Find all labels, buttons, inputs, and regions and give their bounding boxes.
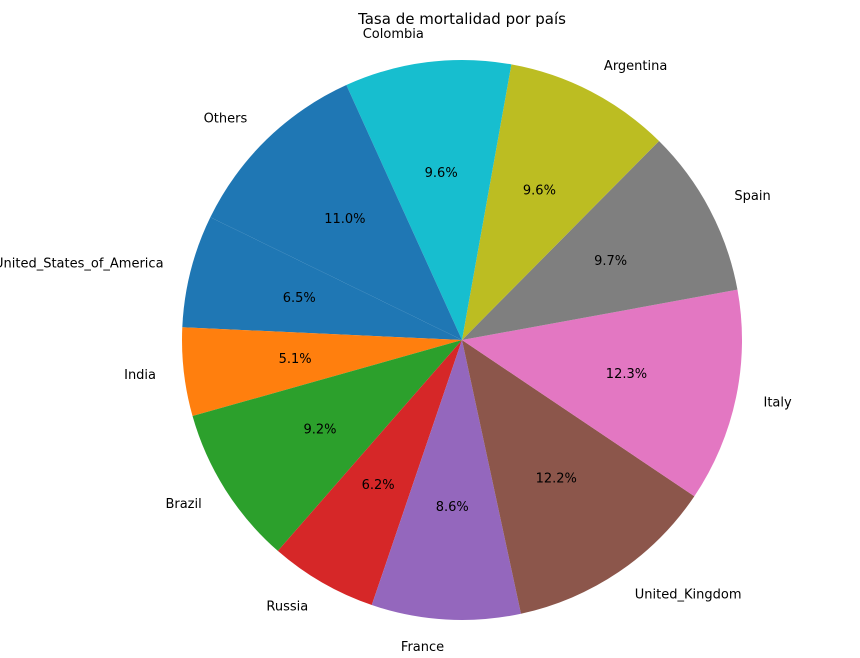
pie-slice-italy <box>462 289 743 497</box>
slice-label-colombia: Colombia <box>363 27 424 42</box>
pie-slice-russia <box>277 340 462 606</box>
slice-percent-colombia: 9.6% <box>425 166 458 181</box>
pie-slice-united-states-of-america <box>182 217 463 340</box>
pie-slice-others <box>210 85 462 340</box>
slice-percent-russia: 6.2% <box>362 478 395 493</box>
slice-label-italy: Italy <box>764 395 793 410</box>
slice-percent-brazil: 9.2% <box>304 422 337 437</box>
pie-slice-brazil <box>192 340 462 551</box>
slice-label-india: India <box>124 368 156 383</box>
pie-slice-france <box>371 340 521 621</box>
pie-slice-united-kingdom <box>462 340 695 614</box>
slice-percent-others: 11.0% <box>324 212 365 227</box>
pie-slices <box>182 59 743 621</box>
slice-percent-india: 5.1% <box>279 352 312 367</box>
pie-slice-argentina <box>462 64 660 340</box>
pie-slice-spain <box>462 141 738 340</box>
slice-percent-italy: 12.3% <box>606 367 647 382</box>
slice-percent-spain: 9.7% <box>594 254 627 269</box>
slice-label-spain: Spain <box>734 189 770 204</box>
chart-title: Tasa de mortalidad por país <box>357 10 566 28</box>
slice-percent-united-kingdom: 12.2% <box>536 472 577 487</box>
slice-label-united-states-of-america: United_States_of_America <box>0 256 164 271</box>
slice-label-russia: Russia <box>266 599 308 614</box>
pie-slice-india <box>182 327 462 417</box>
slice-label-argentina: Argentina <box>604 59 667 74</box>
slice-label-united-kingdom: United_Kingdom <box>635 587 742 602</box>
slice-percent-argentina: 9.6% <box>523 183 556 198</box>
slice-label-france: France <box>401 640 444 655</box>
pie-labels: United_States_of_America 6.5% India 5.1% Bra… <box>0 27 792 655</box>
slice-percent-united-states-of-america: 6.5% <box>283 291 316 306</box>
slice-label-brazil: Brazil <box>165 497 201 512</box>
pie-slice-colombia <box>346 59 512 341</box>
slice-label-others: Others <box>204 112 248 127</box>
slice-percent-france: 8.6% <box>436 500 469 515</box>
